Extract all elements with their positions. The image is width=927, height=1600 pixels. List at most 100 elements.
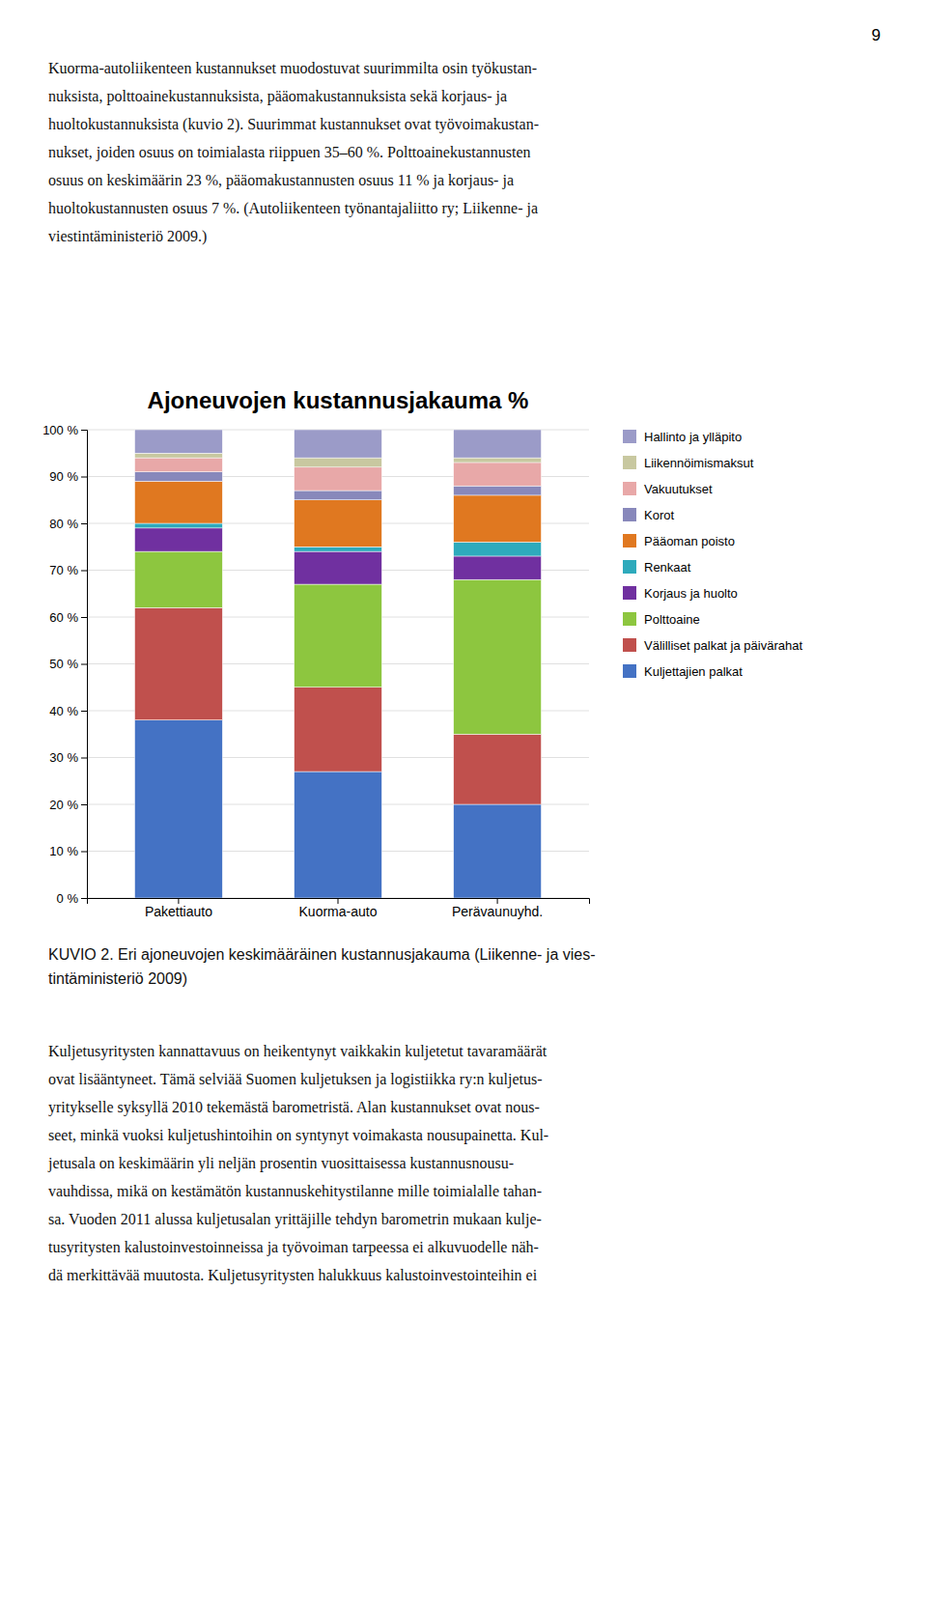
bar-segment — [135, 720, 224, 899]
legend-label: Kuljettajien palkat — [644, 664, 743, 679]
text-above-line: nuksista, polttoainekustannuksista, pääo… — [48, 87, 507, 106]
legend-label: Liikennöimismaksut — [644, 455, 755, 471]
bar-segment — [453, 541, 542, 557]
bar-segment — [135, 523, 224, 529]
bar-segment — [294, 584, 383, 688]
text-above-line: Kuorma-autoliikenteen kustannukset muodo… — [48, 59, 537, 78]
y-tick-mark — [81, 617, 87, 618]
legend-swatch — [622, 586, 637, 600]
bar-segment — [294, 546, 383, 552]
legend-swatch — [622, 612, 637, 626]
legend-item: Kuljettajien palkat — [622, 664, 743, 679]
bar-segment — [453, 495, 542, 543]
legend-swatch — [622, 664, 637, 678]
bar-segment — [135, 607, 224, 720]
bar-series — [135, 457, 542, 491]
y-tick: 20 % — [49, 797, 87, 813]
bar-segment — [135, 480, 224, 524]
bar-segment — [294, 771, 383, 899]
y-tick-mark — [81, 851, 87, 853]
y-tick: 60 % — [49, 610, 87, 625]
y-tick-mark — [81, 804, 87, 806]
legend-swatch — [622, 481, 637, 496]
y-axis: 0 %10 %20 %30 %40 %50 %60 %70 %80 %90 %1… — [42, 422, 87, 906]
text-below-line: sa. Vuoden 2011 alussa kuljetusalan yrit… — [48, 1210, 542, 1229]
text-above-block: Kuorma-autoliikenteen kustannukset muodo… — [48, 59, 539, 246]
y-tick-mark — [81, 570, 87, 572]
bar-segment — [294, 429, 383, 458]
text-above-line: huoltokustannusten osuus 7 %. (Autoliike… — [48, 199, 538, 218]
text-above-line: nukset, joiden osuus on toimialasta riip… — [48, 143, 532, 162]
text-below-line: ovat lisääntyneet. Tämä selviää Suomen k… — [48, 1070, 543, 1089]
legend-swatch — [622, 560, 637, 574]
bar-segment — [453, 556, 542, 580]
y-tick-mark — [81, 429, 87, 431]
y-tick: 40 % — [49, 703, 87, 719]
y-tick: 30 % — [49, 750, 87, 765]
y-tick-label: 30 % — [49, 750, 79, 765]
y-tick-label: 60 % — [49, 610, 79, 625]
legend-item: Vakuutukset — [622, 481, 713, 497]
y-tick-mark — [81, 758, 87, 759]
text-above-line: huoltokustannuksista (kuvio 2). Suurimma… — [48, 115, 539, 134]
text-above-line: osuus on keskimäärin 23 %, pääomakustann… — [48, 171, 514, 190]
caption-line: KUVIO 2. Eri ajoneuvojen keskimääräinen … — [48, 946, 596, 963]
bar-segment — [294, 500, 383, 548]
legend-label: Välilliset palkat ja päivärahat — [644, 638, 803, 653]
legend-label: Korjaus ja huolto — [644, 586, 738, 601]
legend-item: Korjaus ja huolto — [622, 586, 738, 601]
y-tick-mark — [81, 898, 87, 899]
legend-item: Hallinto ja ylläpito — [622, 429, 742, 445]
page-number: 9 — [871, 26, 881, 45]
bar-segment — [135, 457, 224, 473]
legend-label: Hallinto ja ylläpito — [644, 429, 742, 445]
legend-swatch — [622, 455, 637, 470]
text-below-line: jetusala on keskimäärin yli neljän prose… — [47, 1154, 514, 1173]
bar-segment — [453, 733, 542, 805]
legend-item: Pääoman poisto — [622, 533, 735, 549]
caption-line: tintäministeriö 2009) — [48, 970, 188, 987]
legend-item: Renkaat — [622, 560, 692, 575]
legend-label: Vakuutukset — [644, 481, 713, 497]
legend-item: Polttoaine — [622, 612, 701, 627]
y-tick-mark — [81, 477, 87, 478]
y-tick: 80 % — [49, 516, 87, 532]
x-tick-label: Perävaunuyhd. — [451, 903, 543, 920]
x-tick: Kuorma-auto — [299, 898, 378, 920]
text-below-line: seet, minkä vuoksi kuljetushintoihin on … — [48, 1126, 549, 1145]
y-tick: 50 % — [49, 656, 87, 672]
bar-segment — [294, 687, 383, 772]
bar-segment — [294, 467, 383, 491]
x-tick: Pakettiauto — [144, 898, 213, 920]
legend-item: Liikennöimismaksut — [622, 455, 755, 471]
legend: Hallinto ja ylläpito Liikennöimismaksut Va… — [622, 429, 803, 679]
x-axis: Pakettiauto Kuorma-auto Perävaunuyhd. — [87, 898, 590, 920]
caption-block: KUVIO 2. Eri ajoneuvojen keskimääräinen … — [48, 946, 596, 987]
legend-label: Renkaat — [644, 560, 692, 575]
bar-segment — [294, 457, 383, 468]
text-below-line: Kuljetusyritysten kannattavuus on heiken… — [48, 1042, 548, 1061]
text-below-line: yritykselle syksyllä 2010 tekemästä baro… — [48, 1098, 540, 1117]
legend-label: Pääoman poisto — [644, 533, 735, 549]
text-above-line: viestintäministeriö 2009.) — [48, 227, 207, 246]
y-tick-label: 70 % — [49, 562, 79, 578]
background — [0, 0, 927, 1600]
bar-series — [135, 551, 542, 734]
y-tick-label: 10 % — [49, 843, 79, 859]
y-tick-label: 80 % — [49, 516, 79, 532]
page-svg: 9 Kuorma-autoliikenteen kustannukset muod… — [0, 0, 927, 1600]
legend-item: Korot — [622, 507, 675, 523]
chart-title: Ajoneuvojen kustannusjakauma % — [147, 387, 530, 414]
y-tick-label: 20 % — [49, 797, 79, 813]
legend-swatch — [622, 429, 637, 444]
page: 9 Kuorma-autoliikenteen kustannukset muod… — [0, 0, 927, 1600]
bar-segment — [135, 528, 224, 552]
y-tick-label: 0 % — [56, 891, 80, 906]
y-tick-label: 50 % — [49, 656, 79, 672]
y-tick-mark — [81, 523, 87, 525]
bar-segment — [453, 579, 542, 734]
text-below-line: dä merkittävää muutosta. Kuljetusyrityst… — [48, 1266, 538, 1285]
y-axis-line — [81, 430, 88, 899]
x-tick: Perävaunuyhd. — [451, 898, 543, 920]
y-tick-mark — [81, 710, 87, 712]
